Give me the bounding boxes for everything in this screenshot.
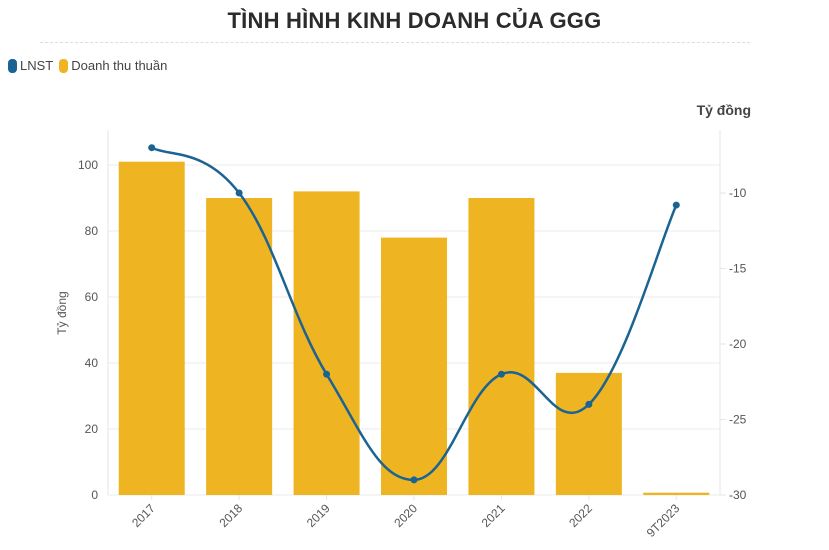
x-axis-label: 2021 [479,501,508,530]
right-axis-title: Tỷ đồng [696,102,751,118]
bar-9T2023[interactable] [643,492,710,495]
legend-swatch-icon [8,58,17,73]
lnst-point-9T2023[interactable] [672,201,680,209]
x-axis-label: 2019 [304,501,333,530]
left-axis-tick: 40 [85,356,99,370]
bar-2019[interactable] [293,191,360,495]
legend-label: LNST [20,58,54,73]
bar-2022[interactable] [555,372,622,495]
bar-2021[interactable] [468,198,535,495]
right-axis-tick: -15 [729,262,747,276]
right-axis-tick: -25 [729,413,747,427]
lnst-point-2020[interactable] [410,476,418,484]
legend-swatch-icon [59,58,69,73]
bar-2018[interactable] [206,198,273,495]
x-axis-label: 2017 [129,501,158,530]
lnst-point-2017[interactable] [148,144,156,152]
left-axis-tick: 80 [85,224,99,238]
right-axis-tick: -10 [729,186,747,200]
legend: LNST Doanh thu thuần [8,58,173,73]
legend-item-revenue[interactable]: Doanh thu thuần [59,58,167,73]
lnst-point-2019[interactable] [323,370,331,378]
left-axis-tick: 100 [78,158,98,172]
x-axis-label: 9T2023 [644,501,683,540]
lnst-point-2021[interactable] [497,370,505,378]
legend-label: Doanh thu thuần [71,58,168,73]
bar-2017[interactable] [118,161,185,495]
left-axis-tick: 60 [85,290,99,304]
chart-title: TÌNH HÌNH KINH DOANH CỦA GGG [227,8,602,33]
lnst-point-2018[interactable] [235,189,243,197]
right-axis-tick: -20 [729,337,747,351]
left-axis-tick: 0 [91,488,98,502]
title-divider [40,42,750,43]
right-axis-tick: -30 [729,488,747,502]
left-axis-title: Tỷ đồng [55,291,69,334]
left-axis-tick: 20 [85,422,99,436]
x-axis-label: 2020 [391,501,420,530]
x-axis-label: 2022 [566,501,595,530]
bar-2020[interactable] [381,237,447,495]
legend-item-lnst[interactable]: LNST [8,58,53,73]
x-axis-label: 2018 [216,501,245,530]
lnst-point-2022[interactable] [585,400,593,408]
